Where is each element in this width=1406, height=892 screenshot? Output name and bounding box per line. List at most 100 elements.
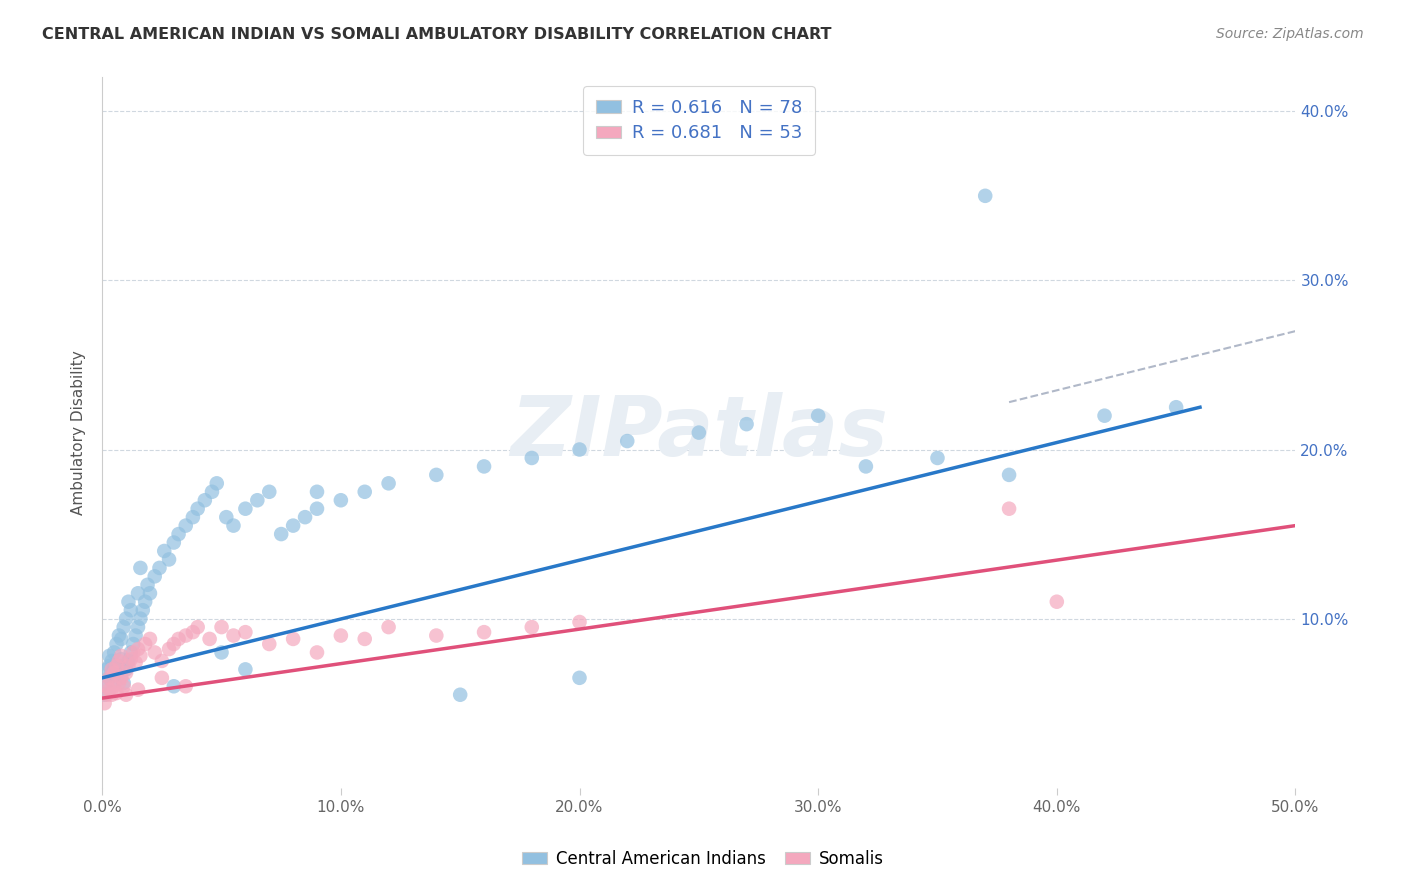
Point <box>329 628 352 642</box>
Point <box>616 434 638 448</box>
Text: CENTRAL AMERICAN INDIAN VS SOMALI AMBULATORY DISABILITY CORRELATION CHART: CENTRAL AMERICAN INDIAN VS SOMALI AMBULA… <box>42 27 832 42</box>
Point <box>174 518 197 533</box>
Point <box>181 625 204 640</box>
Point <box>127 620 149 634</box>
Point <box>98 671 121 685</box>
Point <box>157 552 180 566</box>
Point <box>93 696 115 710</box>
Point <box>134 595 156 609</box>
Point <box>568 671 591 685</box>
Point <box>112 679 135 693</box>
Point <box>974 189 997 203</box>
Point <box>100 654 122 668</box>
Point <box>998 501 1021 516</box>
Point <box>198 632 221 646</box>
Point <box>181 510 204 524</box>
Point <box>115 665 138 680</box>
Point <box>110 671 132 685</box>
Point <box>187 620 209 634</box>
Point <box>124 656 146 670</box>
Point <box>96 662 118 676</box>
Point <box>120 603 142 617</box>
Point <box>120 645 142 659</box>
Text: Source: ZipAtlas.com: Source: ZipAtlas.com <box>1216 27 1364 41</box>
Point <box>108 659 131 673</box>
Point <box>927 450 949 465</box>
Point <box>1046 595 1069 609</box>
Point <box>735 417 758 431</box>
Point <box>148 561 170 575</box>
Point <box>472 625 495 640</box>
Point <box>163 637 186 651</box>
Point <box>127 682 149 697</box>
Point <box>120 652 142 666</box>
Point <box>377 620 399 634</box>
Y-axis label: Ambulatory Disability: Ambulatory Disability <box>72 351 86 515</box>
Point <box>353 632 375 646</box>
Point <box>807 409 830 423</box>
Point <box>201 484 224 499</box>
Point <box>103 674 125 689</box>
Point <box>235 662 257 676</box>
Point <box>205 476 228 491</box>
Point <box>1094 409 1116 423</box>
Point <box>139 632 162 646</box>
Point <box>305 484 328 499</box>
Point <box>122 637 145 651</box>
Point <box>353 484 375 499</box>
Point <box>425 467 447 482</box>
Point <box>568 442 591 457</box>
Point <box>124 628 146 642</box>
Point <box>163 535 186 549</box>
Point <box>105 665 128 680</box>
Point <box>103 679 125 693</box>
Point <box>329 493 352 508</box>
Point <box>139 586 162 600</box>
Legend: R = 0.616   N = 78, R = 0.681   N = 53: R = 0.616 N = 78, R = 0.681 N = 53 <box>583 87 814 155</box>
Point <box>98 671 121 685</box>
Point <box>127 642 149 657</box>
Point <box>449 688 471 702</box>
Point <box>117 654 139 668</box>
Point <box>688 425 710 440</box>
Point <box>96 679 118 693</box>
Point <box>105 637 128 651</box>
Point <box>112 620 135 634</box>
Point <box>187 501 209 516</box>
Text: ZIPatlas: ZIPatlas <box>510 392 887 473</box>
Point <box>115 662 138 676</box>
Point <box>110 632 132 646</box>
Point <box>98 659 121 673</box>
Point <box>108 676 131 690</box>
Point <box>174 628 197 642</box>
Point <box>211 620 233 634</box>
Point <box>134 637 156 651</box>
Point <box>105 659 128 673</box>
Point <box>1166 401 1188 415</box>
Point <box>281 632 304 646</box>
Point <box>194 493 217 508</box>
Point <box>110 648 132 663</box>
Point <box>167 527 190 541</box>
Point <box>100 662 122 676</box>
Point <box>163 679 186 693</box>
Point <box>129 612 152 626</box>
Point <box>520 450 543 465</box>
Point <box>103 665 125 680</box>
Point <box>259 637 281 651</box>
Point <box>305 645 328 659</box>
Point <box>150 654 173 668</box>
Point <box>520 620 543 634</box>
Point <box>96 679 118 693</box>
Point <box>153 544 176 558</box>
Point <box>100 665 122 680</box>
Point <box>998 467 1021 482</box>
Point <box>127 586 149 600</box>
Point <box>222 628 245 642</box>
Point <box>150 671 173 685</box>
Point <box>235 501 257 516</box>
Point <box>98 682 121 697</box>
Point <box>105 686 128 700</box>
Point <box>281 518 304 533</box>
Point <box>143 645 166 659</box>
